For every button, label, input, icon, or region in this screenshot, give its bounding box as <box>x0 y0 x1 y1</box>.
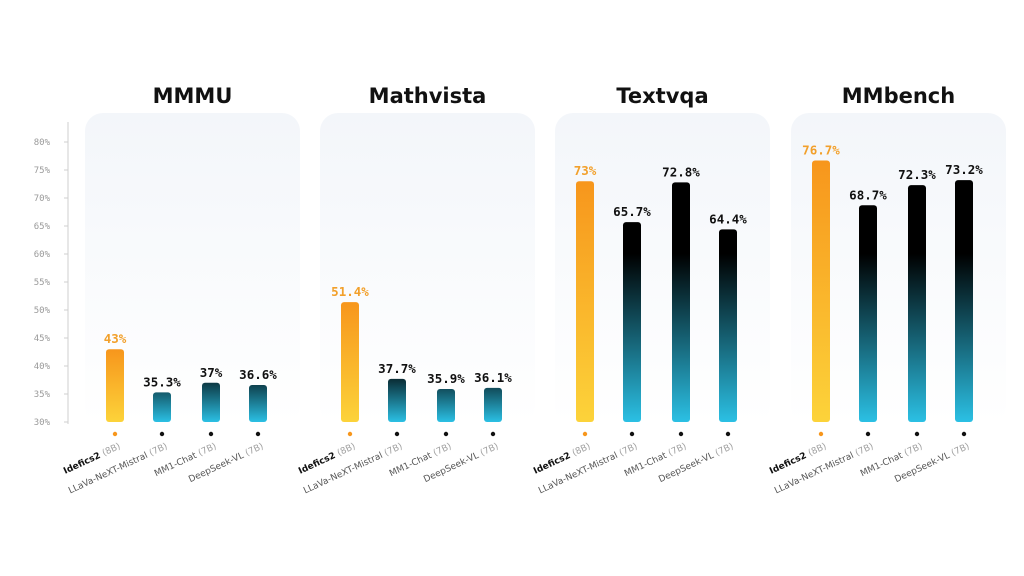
value-label: 35.9% <box>427 371 465 386</box>
model-size: (7B) <box>432 442 453 459</box>
model-name: LLaVa-NeXT-Mistral <box>773 450 858 497</box>
bar-1 <box>388 378 406 422</box>
bar-1 <box>859 205 877 422</box>
bar-3 <box>719 229 737 422</box>
y-tick-label: 75% <box>34 166 51 176</box>
bar-0 <box>106 349 124 422</box>
value-label: 36.6% <box>239 367 277 382</box>
value-label: 72.8% <box>662 164 700 179</box>
value-label: 35.3% <box>143 374 181 389</box>
panel-background <box>791 113 1006 425</box>
bar-0 <box>812 160 830 423</box>
model-size: (7B) <box>383 442 404 459</box>
category-dot <box>208 431 214 437</box>
model-size: (7B) <box>479 442 500 459</box>
y-tick-label: 35% <box>34 390 51 400</box>
model-size: (7B) <box>667 442 688 459</box>
bar-0 <box>341 302 359 422</box>
bar-3 <box>249 385 267 422</box>
value-label: 76.7% <box>802 142 840 157</box>
category-dot <box>865 431 871 437</box>
y-tick-label: 50% <box>34 306 51 316</box>
value-label: 37% <box>200 365 223 380</box>
value-label: 73.2% <box>945 162 983 177</box>
bar-1 <box>153 392 171 422</box>
model-size: (7B) <box>148 442 169 459</box>
model-size: (7B) <box>197 442 218 459</box>
model-size: (8B) <box>101 442 122 459</box>
model-size: (7B) <box>714 442 735 459</box>
y-tick-label: 30% <box>34 418 51 428</box>
bar-1 <box>623 222 641 422</box>
value-label: 64.4% <box>709 211 747 226</box>
y-tick-label: 70% <box>34 194 51 204</box>
bar-2 <box>672 182 690 422</box>
y-tick-label: 55% <box>34 278 51 288</box>
bar-2 <box>202 382 220 422</box>
value-label: 43% <box>104 331 127 346</box>
y-tick-label: 60% <box>34 250 51 260</box>
model-size: (8B) <box>571 442 592 459</box>
category-dot <box>629 431 635 437</box>
y-tick-label: 80% <box>34 138 51 148</box>
panel-title: MMbench <box>842 84 955 108</box>
panel-background <box>320 113 535 425</box>
bar-2 <box>908 185 926 422</box>
value-label: 65.7% <box>613 204 651 219</box>
category-dot <box>725 431 731 437</box>
category-dot <box>347 431 353 437</box>
category-dot <box>678 431 684 437</box>
category-dot <box>159 431 165 437</box>
model-name: LLaVa-NeXT-Mistral <box>67 450 152 497</box>
model-size: (7B) <box>854 442 875 459</box>
bar-3 <box>955 180 973 422</box>
model-name: LLaVa-NeXT-Mistral <box>537 450 622 497</box>
category-dot <box>818 431 824 437</box>
category-dot <box>582 431 588 437</box>
model-size: (8B) <box>807 442 828 459</box>
panel-title: MMMU <box>153 84 233 108</box>
model-size: (8B) <box>336 442 357 459</box>
bar-3 <box>484 387 502 422</box>
panel-background <box>85 113 300 425</box>
category-dot <box>394 431 400 437</box>
panel-title: Mathvista <box>369 84 487 108</box>
value-label: 73% <box>574 163 597 178</box>
model-size: (7B) <box>244 442 265 459</box>
category-dot <box>961 431 967 437</box>
value-label: 72.3% <box>898 167 936 182</box>
y-tick-label: 45% <box>34 334 51 344</box>
value-label: 51.4% <box>331 284 369 299</box>
model-size: (7B) <box>903 442 924 459</box>
y-axis: 30% 35% 40% 45% 50% 55% 60% 65% 70% 75% 80% <box>34 122 69 428</box>
category-dot <box>112 431 118 437</box>
bar-2 <box>437 388 455 422</box>
value-label: 37.7% <box>378 361 416 376</box>
category-dot <box>490 431 496 437</box>
model-name: LLaVa-NeXT-Mistral <box>302 450 387 497</box>
y-tick-label: 40% <box>34 362 51 372</box>
category-dot <box>443 431 449 437</box>
panel-background <box>555 113 770 425</box>
model-size: (7B) <box>950 442 971 459</box>
model-size: (7B) <box>618 442 639 459</box>
category-dot <box>914 431 920 437</box>
bar-0 <box>576 181 594 422</box>
category-dot <box>255 431 261 437</box>
value-label: 68.7% <box>849 187 887 202</box>
panel-title: Textvqa <box>616 84 708 108</box>
y-tick-label: 65% <box>34 222 51 232</box>
value-label: 36.1% <box>474 370 512 385</box>
